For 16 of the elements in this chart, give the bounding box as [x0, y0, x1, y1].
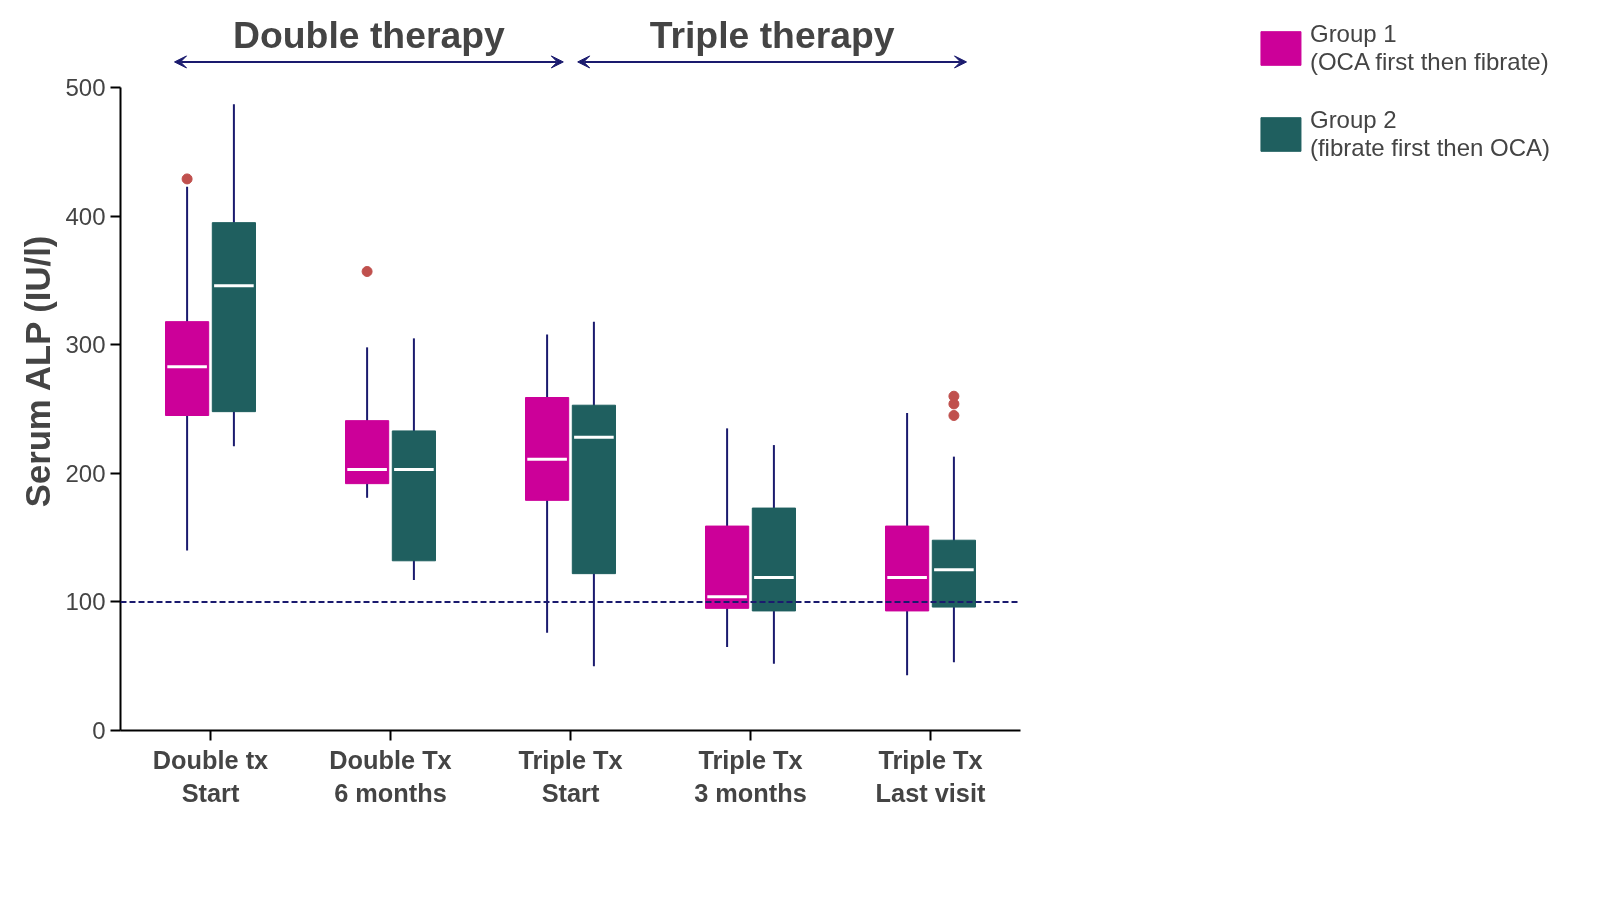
text: Triple therapy — [649, 13, 895, 56]
y-tick-label: 300 — [65, 331, 106, 359]
x-tick-label: Triple Tx Start — [518, 745, 623, 808]
x-tick-label: Double tx Start — [152, 745, 269, 808]
legend-label: Group 1 (OCA first then fibrate) — [1309, 20, 1549, 76]
x-tick-label: Triple Tx Last visit — [875, 745, 986, 808]
legend-label: Group 2 (fibrate first then OCA) — [1309, 106, 1551, 162]
y-tick-label: 400 — [65, 202, 106, 230]
x-tick-label: Triple Tx 3 months — [694, 745, 807, 808]
y-tick-label: 100 — [65, 588, 106, 616]
y-axis-title: Serum ALP (IU/l) — [19, 235, 58, 508]
y-tick-label: 200 — [65, 459, 106, 487]
y-tick-label: 0 — [92, 717, 106, 744]
x-tick-label: Double Tx 6 months — [329, 745, 452, 808]
text: Double therapy — [233, 13, 505, 56]
y-tick-label: 500 — [65, 74, 106, 102]
